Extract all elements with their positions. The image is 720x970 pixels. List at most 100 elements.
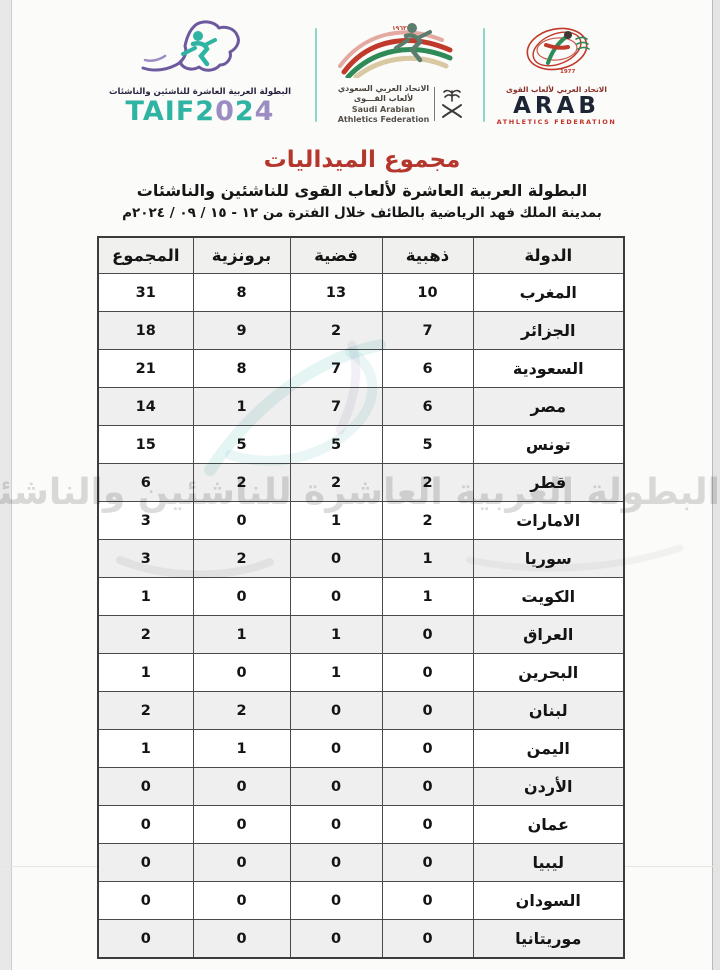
cell-gold: 2: [381, 463, 474, 502]
cell-gold: 0: [381, 805, 474, 844]
cell-country: المغرب: [472, 273, 625, 312]
cell-country: تونس: [472, 425, 625, 464]
cell-total: 18: [97, 311, 194, 350]
cell-bronze: 1: [192, 387, 291, 426]
cell-silver: 0: [289, 843, 383, 882]
cell-silver: 1: [289, 615, 383, 654]
cell-silver: 13: [289, 273, 383, 312]
cell-total: 1: [97, 729, 194, 768]
cell-total: 6: [97, 463, 194, 502]
medal-table-wrap: الدولة ذهبية فضية برونزية المجموع المغرب…: [97, 236, 625, 959]
cell-bronze: 0: [192, 767, 291, 806]
cell-bronze: 2: [192, 463, 291, 502]
cell-total: 0: [97, 805, 194, 844]
page-right-edge: [712, 0, 720, 970]
saudi-emblem-separator: [434, 87, 436, 122]
cell-gold: 0: [381, 843, 474, 882]
cell-total: 15: [97, 425, 194, 464]
cell-bronze: 1: [192, 729, 291, 768]
cell-total: 1: [97, 653, 194, 692]
header-total: المجموع: [97, 236, 194, 274]
cell-silver: 0: [289, 767, 383, 806]
cell-gold: 1: [381, 577, 474, 616]
cell-gold: 0: [381, 691, 474, 730]
taif-wordmark-letter: F: [175, 96, 196, 127]
cell-total: 2: [97, 615, 194, 654]
cell-country: موريتانيا: [472, 919, 625, 959]
table-row: السودان 0 0 0 0: [97, 881, 625, 920]
cell-silver: 1: [289, 501, 383, 540]
table-row: سوريا 1 0 2 3: [97, 539, 625, 578]
header-bronze: برونزية: [192, 236, 291, 274]
cell-bronze: 0: [192, 843, 291, 882]
saudi-federation-arabic-line1: الاتحاد العربي السعودي: [337, 84, 430, 93]
table-row: المغرب 10 13 8 31: [97, 273, 625, 312]
cell-silver: 0: [289, 729, 383, 768]
table-row: عمان 0 0 0 0: [97, 805, 625, 844]
saudi-federation-english-line1: Saudi Arabian: [351, 104, 416, 114]
cell-total: 31: [97, 273, 194, 312]
taif-wordmark-letter: 2: [195, 96, 216, 127]
saudi-federation-arabic-line2: لألعاب القـــوى: [353, 94, 414, 104]
cell-country: الجزائر: [472, 311, 625, 350]
header-silver: فضية: [289, 236, 383, 274]
table-row: السعودية 6 7 8 21: [97, 349, 625, 388]
cell-country: عمان: [472, 805, 625, 844]
cell-gold: 10: [381, 273, 474, 312]
cell-total: 1: [97, 577, 194, 616]
taif-wordmark: TAIF2024: [100, 98, 300, 125]
cell-country: البحرين: [472, 653, 625, 692]
arab-federation-wordmark: ARAB: [513, 93, 600, 119]
cell-gold: 0: [381, 919, 474, 959]
cell-bronze: 8: [192, 273, 291, 312]
table-row: الجزائر 7 2 9 18: [97, 311, 625, 350]
taif-wordmark-letter: I: [164, 96, 176, 127]
header-country: الدولة: [472, 236, 625, 274]
cell-silver: 2: [289, 311, 383, 350]
taif2024-logo: البطولة العربية العاشرة للناشئين والناشئ…: [100, 18, 300, 125]
saudi-athletics-federation-logo: ١٩٦٣ الاتحاد العربي السعودي لألعاب القــ…: [327, 20, 475, 125]
cell-total: 0: [97, 767, 194, 806]
table-row: موريتانيا 0 0 0 0: [97, 919, 625, 959]
cell-total: 3: [97, 501, 194, 540]
cell-gold: 1: [381, 539, 474, 578]
table-row: الأردن 0 0 0 0: [97, 767, 625, 806]
cell-country: سوريا: [472, 539, 625, 578]
table-row: الكويت 1 0 0 1: [97, 577, 625, 616]
taif-wordmark-letter: A: [142, 96, 165, 127]
cell-bronze: 0: [192, 805, 291, 844]
logo-band: البطولة العربية العاشرة للناشئين والناشئ…: [12, 18, 712, 143]
cell-bronze: 0: [192, 919, 291, 959]
cell-total: 14: [97, 387, 194, 426]
cell-silver: 2: [289, 463, 383, 502]
cell-gold: 6: [381, 349, 474, 388]
saudi-palm-swords-emblem-icon: [442, 90, 463, 119]
cell-country: قطر: [472, 463, 625, 502]
cell-silver: 0: [289, 919, 383, 959]
table-row: تونس 5 5 5 15: [97, 425, 625, 464]
cell-total: 0: [97, 843, 194, 882]
cell-total: 3: [97, 539, 194, 578]
document-title: مجموع الميداليات: [263, 147, 461, 173]
cell-bronze: 9: [192, 311, 291, 350]
taif-wordmark-letter: 0: [215, 96, 235, 127]
cell-country: السعودية: [472, 349, 625, 388]
cell-gold: 0: [381, 729, 474, 768]
medal-table-header-row: الدولة ذهبية فضية برونزية المجموع: [97, 236, 625, 274]
cell-country: اليمن: [472, 729, 625, 768]
cell-country: ليبيا: [472, 843, 625, 882]
cell-gold: 0: [381, 767, 474, 806]
cell-gold: 0: [381, 653, 474, 692]
logo-divider-left: [315, 28, 317, 122]
cell-bronze: 1: [192, 615, 291, 654]
cell-country: الامارات: [472, 501, 625, 540]
logo-divider-right: [483, 28, 485, 122]
cell-gold: 5: [381, 425, 474, 464]
arab-federation-arabic-line: الاتحاد العربي لألعاب القوى: [506, 85, 607, 94]
cell-bronze: 0: [192, 653, 291, 692]
svg-text:١٩٦٣: ١٩٦٣: [392, 25, 407, 32]
taif-wordmark-letter: T: [125, 96, 143, 127]
arab-athletics-federation-logo: 1977 الاتحاد العربي لألعاب القوى ARAB AT…: [494, 23, 619, 126]
header-gold: ذهبية: [381, 236, 474, 274]
table-row: قطر 2 2 2 6: [97, 463, 625, 502]
